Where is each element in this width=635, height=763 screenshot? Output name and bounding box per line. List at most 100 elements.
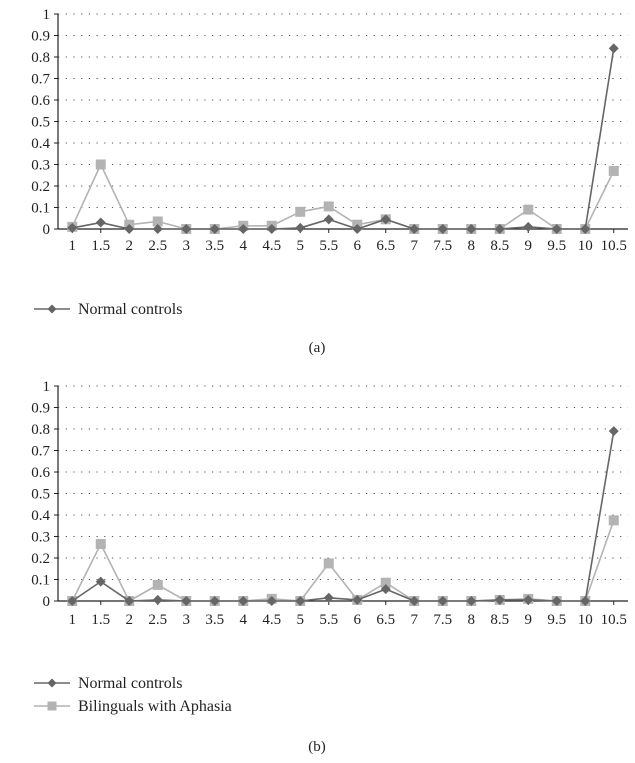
series-line — [72, 48, 615, 230]
y-tick-label: 0.9 — [31, 29, 50, 45]
data-point — [580, 596, 591, 606]
data-point — [209, 224, 220, 234]
data-point — [437, 596, 448, 606]
data-point — [466, 224, 477, 234]
data-point — [323, 201, 334, 212]
data-point — [95, 159, 106, 170]
data-point — [523, 594, 534, 605]
data-point — [523, 221, 534, 232]
x-tick-label: 1 — [69, 238, 77, 254]
data-point — [608, 515, 619, 526]
x-tick-label: 4.5 — [262, 238, 281, 254]
data-point — [95, 539, 106, 550]
x-tick-label: 1.5 — [91, 238, 110, 254]
x-tick-label: 9.5 — [547, 612, 566, 628]
x-tick-label: 10.5 — [601, 612, 627, 628]
panel-caption: (b) — [308, 739, 326, 755]
x-tick-label: 4 — [240, 612, 248, 628]
data-point — [466, 596, 477, 606]
data-point — [95, 217, 106, 228]
x-tick-label: 3 — [183, 238, 191, 254]
y-tick-label: 0.4 — [31, 136, 50, 152]
x-tick-label: 6.5 — [376, 612, 395, 628]
x-tick-label: 5 — [297, 238, 305, 254]
chart-panel-b: 0 0.1 0.2 0.3 0.4 0.5 0.6 0.7 0.8 0.9 1 1 1.5 2 2.5 3 3.… — [31, 379, 628, 755]
data-point — [494, 594, 505, 605]
x-tick-label: 3 — [183, 612, 191, 628]
x-tick-label: 7.5 — [433, 238, 452, 254]
x-tick-label: 8 — [468, 612, 476, 628]
y-tick-label: 0.1 — [31, 573, 50, 589]
data-point — [608, 43, 619, 54]
legend-entry: Bilinguals with Aphasia — [78, 698, 232, 715]
data-point — [295, 596, 306, 606]
series-line — [71, 431, 615, 602]
x-tick-label: 8.5 — [490, 612, 509, 628]
y-tick-label: 0.5 — [31, 487, 50, 503]
data-point — [238, 224, 249, 234]
data-point — [409, 224, 420, 234]
data-point — [152, 216, 163, 227]
data-point — [380, 214, 391, 225]
data-point — [67, 596, 78, 606]
data-point — [409, 596, 420, 606]
data-point — [323, 592, 334, 603]
data-point — [295, 206, 306, 217]
y-tick-label: 0.3 — [31, 158, 50, 174]
x-tick-label: 8.5 — [490, 238, 509, 254]
x-tick-label: 10 — [578, 612, 593, 628]
x-tick-label: 9 — [525, 238, 533, 254]
y-tick-label: 0.5 — [31, 115, 50, 131]
y-tick-label: 0 — [43, 222, 51, 238]
x-tick-label: 8 — [468, 238, 476, 254]
y-tick-label: 0.6 — [31, 93, 50, 109]
chart-panel-a: 0 0.1 0.2 0.3 0.4 0.5 0.6 0.7 0.8 0.9 1 1 1.5 2 2.5 3 3.… — [31, 7, 628, 356]
x-tick-label: 7 — [411, 238, 419, 254]
y-tick-label: 0.8 — [31, 50, 50, 66]
data-point — [323, 558, 334, 569]
data-point — [266, 224, 277, 234]
x-tick-label: 4.5 — [262, 612, 281, 628]
y-tick-label: 1 — [43, 379, 51, 395]
y-tick-label: 0.7 — [31, 72, 50, 88]
x-tick-label: 7 — [411, 612, 419, 628]
x-tick-label: 10.5 — [601, 238, 627, 254]
data-point — [238, 596, 249, 606]
y-tick-label: 0.9 — [31, 401, 50, 417]
data-point — [181, 224, 192, 234]
data-point — [152, 579, 163, 590]
y-tick-label: 0.2 — [31, 179, 50, 195]
y-tick-label: 0.6 — [31, 465, 50, 481]
x-tick-label: 5.5 — [319, 612, 338, 628]
y-tick-label: 0.1 — [31, 201, 50, 217]
x-tick-label: 5.5 — [319, 238, 338, 254]
data-point — [152, 224, 163, 234]
legend-marker — [47, 678, 57, 688]
data-point — [352, 224, 363, 234]
y-tick-label: 0.3 — [31, 530, 50, 546]
x-tick-label: 2.5 — [148, 238, 167, 254]
x-tick-label: 10 — [578, 238, 593, 254]
data-point — [124, 224, 135, 234]
x-tick-label: 6 — [354, 612, 362, 628]
data-point — [380, 584, 391, 595]
data-point — [523, 204, 534, 215]
x-tick-label: 5 — [297, 612, 305, 628]
x-tick-label: 2.5 — [148, 612, 167, 628]
x-tick-label: 2 — [126, 612, 134, 628]
data-point — [209, 596, 220, 606]
data-point — [67, 222, 78, 233]
x-tick-label: 1.5 — [91, 612, 110, 628]
data-point — [380, 577, 391, 588]
x-tick-label: 6.5 — [376, 238, 395, 254]
x-tick-label: 7.5 — [433, 612, 452, 628]
legend-entry: Normal controls — [78, 675, 182, 692]
x-tick-label: 2 — [126, 238, 134, 254]
data-point — [551, 596, 562, 606]
x-tick-label: 4 — [240, 238, 248, 254]
data-point — [181, 596, 192, 606]
panel-caption: (a) — [309, 340, 326, 356]
data-point — [608, 165, 619, 176]
x-tick-label: 1 — [69, 612, 77, 628]
